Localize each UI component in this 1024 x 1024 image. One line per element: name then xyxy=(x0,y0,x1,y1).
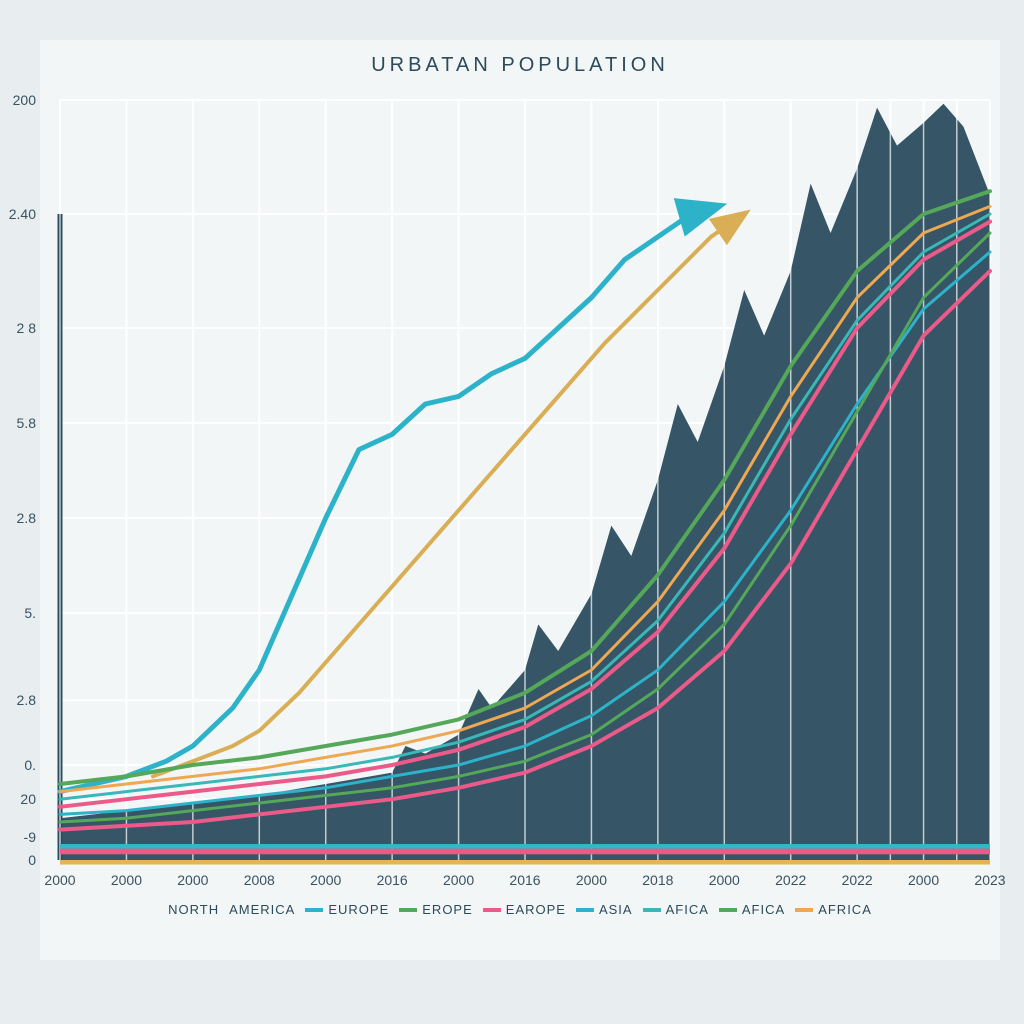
x-tick-label: 2000 xyxy=(177,872,208,888)
y-tick-label: -9 xyxy=(4,829,36,845)
legend-item: EAROPE xyxy=(483,902,566,917)
x-tick-label: 2000 xyxy=(908,872,939,888)
y-tick-label: 5. xyxy=(4,605,36,621)
legend-item: EROPE xyxy=(399,902,473,917)
y-tick-label: 2.8 xyxy=(4,692,36,708)
chart-container: URBATAN POPULATION 2002.402 85.82.85.2.8… xyxy=(40,40,1000,960)
x-tick-label: 2000 xyxy=(111,872,142,888)
legend-swatch xyxy=(483,908,501,912)
legend-label: AMERICA xyxy=(229,902,295,917)
x-tick-label: 2000 xyxy=(310,872,341,888)
y-tick-label: 20 xyxy=(4,791,36,807)
legend-item: AFRICA xyxy=(795,902,872,917)
legend-swatch xyxy=(643,908,661,912)
y-tick-label: 0 xyxy=(4,852,36,868)
x-tick-label: 2000 xyxy=(576,872,607,888)
x-tick-label: 2018 xyxy=(642,872,673,888)
y-tick-label: 2.40 xyxy=(4,206,36,222)
legend-swatch xyxy=(795,908,813,912)
legend-item: AFICA xyxy=(643,902,709,917)
legend-item: NORTH xyxy=(168,902,219,917)
x-tick-label: 2000 xyxy=(44,872,75,888)
y-tick-label: 2.8 xyxy=(4,510,36,526)
x-tick-label: 2022 xyxy=(842,872,873,888)
legend-label: EROPE xyxy=(422,902,473,917)
legend-item: EUROPE xyxy=(305,902,389,917)
x-tick-label: 2008 xyxy=(244,872,275,888)
legend-item: ASIA xyxy=(576,902,633,917)
legend-swatch xyxy=(399,908,417,912)
legend-item: AMERICA xyxy=(229,902,295,917)
x-tick-label: 2000 xyxy=(443,872,474,888)
legend-label: AFICA xyxy=(666,902,709,917)
chart-legend: NORTH AMERICA EUROPE EROPE EAROPE ASIA AFICA AF… xyxy=(40,902,1000,917)
y-tick-label: 5.8 xyxy=(4,415,36,431)
legend-swatch xyxy=(305,908,323,912)
legend-swatch xyxy=(576,908,594,912)
y-tick-label: 200 xyxy=(4,92,36,108)
legend-label: NORTH xyxy=(168,902,219,917)
legend-label: EAROPE xyxy=(506,902,566,917)
x-tick-label: 2022 xyxy=(775,872,806,888)
legend-item: AFICA xyxy=(719,902,785,917)
legend-label: ASIA xyxy=(599,902,633,917)
x-tick-label: 2016 xyxy=(377,872,408,888)
y-tick-label: 2 8 xyxy=(4,320,36,336)
legend-label: AFICA xyxy=(742,902,785,917)
x-tick-label: 2023 xyxy=(974,872,1005,888)
legend-label: EUROPE xyxy=(328,902,389,917)
y-tick-label: 0. xyxy=(4,757,36,773)
x-tick-label: 2000 xyxy=(709,872,740,888)
legend-swatch xyxy=(719,908,737,912)
x-tick-label: 2016 xyxy=(509,872,540,888)
legend-label: AFRICA xyxy=(818,902,872,917)
chart-plot xyxy=(40,40,1000,960)
